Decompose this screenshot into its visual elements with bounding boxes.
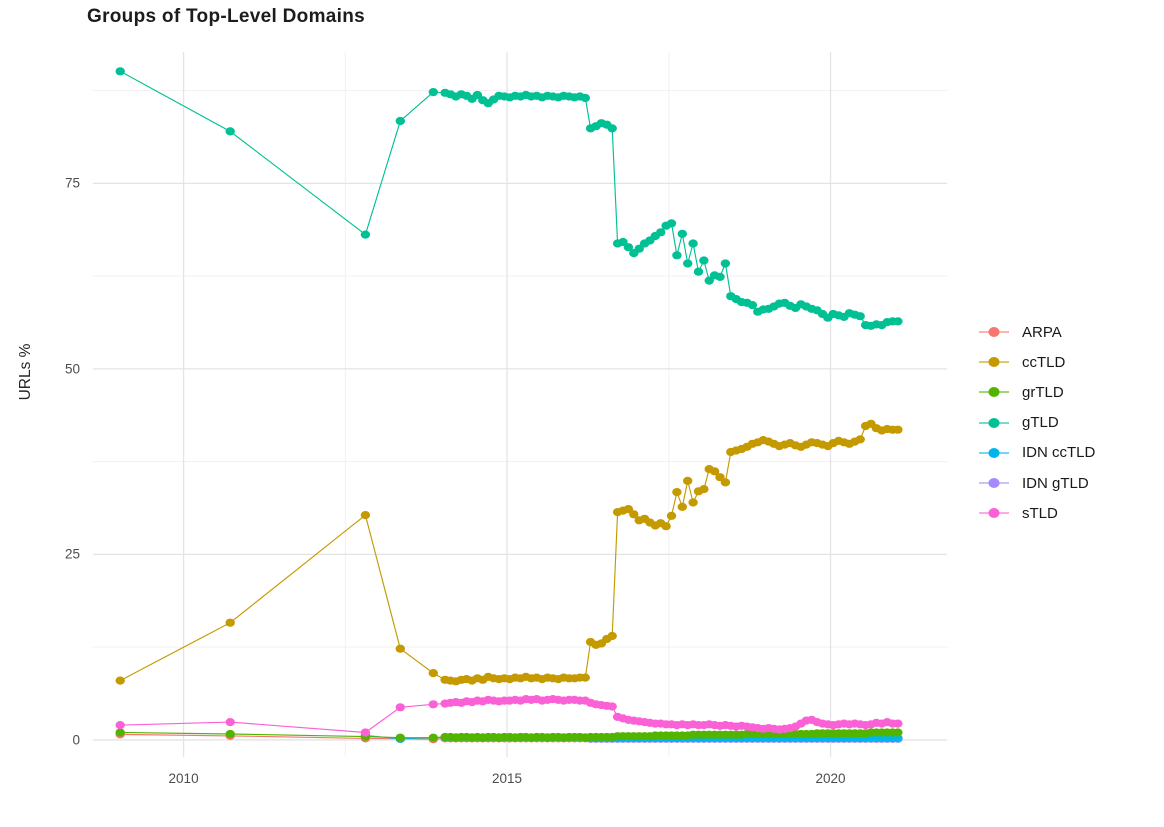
legend: ARPA ccTLD grTLD gTLD IDN ccTLD IDN gTLD sTLD <box>979 317 1095 528</box>
legend-item-grtld: grTLD <box>979 377 1095 407</box>
data-point-gtld <box>428 88 438 97</box>
data-point-gtld <box>683 259 693 268</box>
legend-label: IDN gTLD <box>1022 474 1089 492</box>
data-point-grtld <box>428 733 438 742</box>
data-point-gtld <box>472 90 483 100</box>
x-tick-label: 2020 <box>815 771 846 786</box>
data-point-gtld <box>225 127 235 136</box>
data-point-cctld <box>709 467 720 476</box>
y-tick-label: 50 <box>64 361 80 377</box>
data-point-cctld <box>720 478 731 487</box>
legend-label: grTLD <box>1022 383 1064 401</box>
data-point-gtld <box>747 301 758 310</box>
data-point-cctld <box>683 476 693 485</box>
data-point-cctld <box>893 425 903 434</box>
legend-key-icon <box>979 386 1009 398</box>
data-point-cctld <box>580 673 590 682</box>
data-point-gtld <box>656 228 666 237</box>
legend-key-dot <box>988 508 1000 519</box>
legend-key-dot <box>988 387 1000 398</box>
data-point-cctld <box>688 498 698 507</box>
legend-key-icon <box>979 447 1009 459</box>
data-point-gtld <box>580 93 590 103</box>
data-point-stld <box>893 719 903 728</box>
data-point-gtld <box>634 244 644 253</box>
legend-label: IDN ccTLD <box>1022 444 1096 462</box>
data-point-gtld <box>855 312 865 321</box>
legend-label: gTLD <box>1022 414 1059 432</box>
legend-key-icon <box>979 477 1009 489</box>
series-line-gtld <box>119 70 898 327</box>
chart-title: Groups of Top-Level Domains <box>87 6 365 27</box>
legend-key-dot <box>988 447 1000 458</box>
y-tick-label: 75 <box>64 175 80 191</box>
data-point-cctld <box>666 511 677 520</box>
data-point-grtld <box>395 733 405 742</box>
legend-item-cctld: ccTLD <box>979 347 1095 377</box>
data-point-grtld <box>115 728 125 737</box>
data-point-gtld <box>115 67 125 76</box>
data-point-cctld <box>395 644 405 653</box>
legend-item-gtld: gTLD <box>979 408 1095 438</box>
data-point-stld <box>115 721 125 730</box>
data-point-gtld <box>666 219 677 228</box>
series-line-cctld <box>119 423 898 682</box>
legend-key-icon <box>979 507 1009 519</box>
x-tick-label: 2015 <box>492 771 523 786</box>
legend-item-idn-cctld: IDN ccTLD <box>979 438 1095 468</box>
data-point-stld <box>395 703 405 712</box>
y-tick-label: 0 <box>72 732 80 748</box>
data-point-grtld <box>893 728 903 737</box>
legend-item-arpa: ARPA <box>979 317 1095 347</box>
data-point-cctld <box>629 510 639 519</box>
data-point-cctld <box>661 522 671 531</box>
data-point-cctld <box>677 502 687 511</box>
data-point-gtld <box>360 230 371 239</box>
data-point-gtld <box>893 317 903 326</box>
data-point-cctld <box>428 669 438 678</box>
legend-item-stld: sTLD <box>979 498 1095 528</box>
data-point-stld <box>428 700 438 709</box>
legend-key-dot <box>988 327 1000 338</box>
data-point-gtld <box>715 272 725 281</box>
data-point-cctld <box>115 676 125 685</box>
data-point-cctld <box>623 505 634 514</box>
data-point-cctld <box>672 488 682 497</box>
legend-key-icon <box>979 417 1009 429</box>
data-point-cctld <box>855 435 865 444</box>
legend-key-dot <box>988 478 1000 489</box>
data-point-gtld <box>623 243 634 252</box>
data-point-stld <box>360 728 371 737</box>
legend-key-dot <box>988 417 1000 428</box>
data-point-stld <box>225 718 235 727</box>
data-point-stld <box>607 702 617 711</box>
data-point-cctld <box>607 631 617 641</box>
legend-label: ARPA <box>1022 323 1062 341</box>
data-point-gtld <box>677 229 687 238</box>
data-point-gtld <box>688 239 698 248</box>
data-point-cctld <box>225 618 235 627</box>
y-tick-label: 25 <box>64 546 80 562</box>
legend-item-idn-gtld: IDN gTLD <box>979 468 1095 498</box>
data-point-gtld <box>618 237 628 247</box>
data-point-cctld <box>699 485 709 494</box>
legend-key-icon <box>979 326 1009 338</box>
data-point-gtld <box>693 267 704 276</box>
legend-key-dot <box>988 357 1000 368</box>
data-point-gtld <box>704 276 714 285</box>
data-point-gtld <box>672 251 682 260</box>
x-tick-label: 2010 <box>168 771 199 786</box>
data-point-cctld <box>715 473 725 482</box>
legend-label: ccTLD <box>1022 353 1066 371</box>
data-point-cctld <box>360 510 371 520</box>
legend-key-icon <box>979 356 1009 368</box>
data-point-gtld <box>699 256 709 265</box>
data-point-gtld <box>395 116 405 126</box>
data-point-gtld <box>720 259 731 268</box>
data-point-grtld <box>225 729 235 739</box>
legend-label: sTLD <box>1022 504 1058 522</box>
data-point-gtld <box>607 124 617 133</box>
